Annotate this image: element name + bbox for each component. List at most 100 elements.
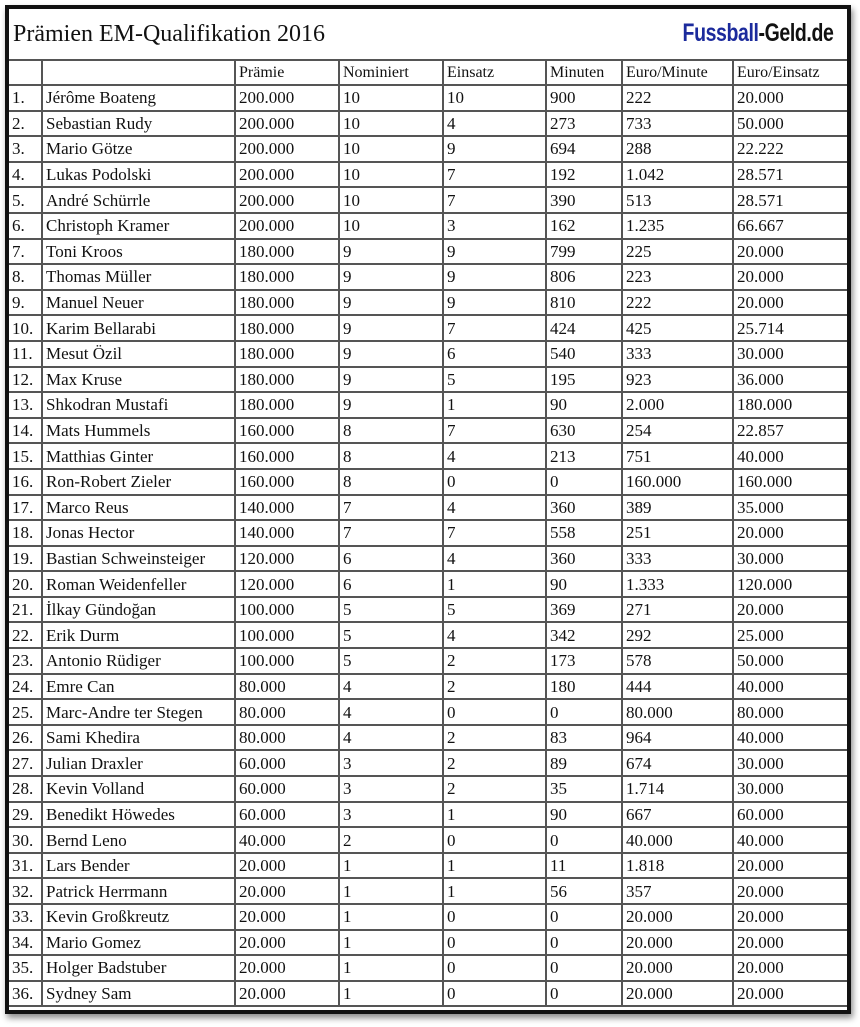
cell-praemie: 180.000 xyxy=(235,315,340,342)
logo-part-2: -Geld.de xyxy=(758,19,833,47)
header-nominiert: Nominiert xyxy=(339,60,444,86)
cell-player-name: Roman Weidenfeller xyxy=(42,571,236,598)
cell-player-name: Lukas Podolski xyxy=(42,161,236,189)
cell-praemie: 180.000 xyxy=(235,366,340,394)
cell-nominiert: 10 xyxy=(339,212,444,240)
cell-minuten: 89 xyxy=(546,750,623,778)
cell-euro-per-minute: 733 xyxy=(622,110,734,138)
cell-rank: 2. xyxy=(9,110,43,138)
cell-rank: 16. xyxy=(9,468,43,496)
table-row: 33. Kevin Großkreutz 20.000 1 0 0 20.000 20.000 xyxy=(9,904,847,931)
table-row: 7. Toni Kroos 180.000 9 9 799 225 20.000 xyxy=(9,238,847,266)
table-row: 5. André Schürrle 200.000 10 7 390 513 28.571 xyxy=(9,187,847,214)
cell-euro-per-einsatz: 40.000 xyxy=(733,724,847,752)
cell-euro-per-minute: 1.333 xyxy=(622,571,734,598)
cell-rank: 10. xyxy=(9,315,43,342)
cell-euro-per-minute: 251 xyxy=(622,520,734,547)
header-euro-per-einsatz: Euro/Einsatz xyxy=(733,60,847,86)
cell-minuten: 0 xyxy=(546,980,623,1008)
cell-euro-per-minute: 1.042 xyxy=(622,161,734,189)
cell-euro-per-minute: 389 xyxy=(622,494,734,522)
fussball-geld-logo: Fussball-Geld.de xyxy=(682,19,833,48)
table-row: 35. Holger Badstuber 20.000 1 0 0 20.000 20.000 xyxy=(9,955,847,982)
table-row: 25. Marc-Andre ter Stegen 80.000 4 0 0 80.000 8… xyxy=(9,699,847,726)
cell-euro-per-minute: 667 xyxy=(622,801,734,829)
cell-player-name: Max Kruse xyxy=(42,366,236,394)
cell-euro-per-minute: 1.235 xyxy=(622,212,734,240)
cell-nominiert: 1 xyxy=(339,929,444,957)
cell-einsatz: 0 xyxy=(443,827,547,854)
cell-einsatz: 4 xyxy=(443,110,547,138)
table-row: 26. Sami Khedira 80.000 4 2 83 964 40.000 xyxy=(9,724,847,752)
table-row: 4. Lukas Podolski 200.000 10 7 192 1.042 28.571 xyxy=(9,161,847,189)
cell-player-name: Manuel Neuer xyxy=(42,289,236,317)
cell-player-name: Jérôme Boateng xyxy=(42,85,236,112)
cell-minuten: 90 xyxy=(546,801,623,829)
table-row: 1. Jérôme Boateng 200.000 10 10 900 222 20.000 xyxy=(9,85,847,112)
cell-rank: 31. xyxy=(9,852,43,880)
cell-euro-per-einsatz: 30.000 xyxy=(733,776,847,803)
cell-rank: 29. xyxy=(9,801,43,829)
cell-nominiert: 1 xyxy=(339,955,444,982)
cell-player-name: Shkodran Mustafi xyxy=(42,392,236,419)
cell-praemie: 140.000 xyxy=(235,494,340,522)
cell-praemie: 60.000 xyxy=(235,801,340,829)
table-row: 23. Antonio Rüdiger 100.000 5 2 173 578 50.000 xyxy=(9,648,847,675)
table-row: 29. Benedikt Höwedes 60.000 3 1 90 667 60.000 xyxy=(9,801,847,829)
cell-euro-per-einsatz: 20.000 xyxy=(733,904,847,931)
cell-rank: 35. xyxy=(9,955,43,982)
cell-einsatz: 0 xyxy=(443,980,547,1008)
cell-minuten: 35 xyxy=(546,776,623,803)
cell-einsatz: 2 xyxy=(443,673,547,701)
cell-minuten: 90 xyxy=(546,571,623,598)
table-row: 21. İlkay Gündoğan 100.000 5 5 369 271 20.000 xyxy=(9,596,847,624)
cell-euro-per-minute: 2.000 xyxy=(622,392,734,419)
cell-nominiert: 9 xyxy=(339,315,444,342)
cell-euro-per-minute: 160.000 xyxy=(622,468,734,496)
cell-praemie: 20.000 xyxy=(235,955,340,982)
cell-euro-per-minute: 751 xyxy=(622,443,734,470)
cell-praemie: 200.000 xyxy=(235,85,340,112)
cell-praemie: 180.000 xyxy=(235,340,340,368)
cell-rank: 23. xyxy=(9,648,43,675)
cell-einsatz: 2 xyxy=(443,724,547,752)
cell-nominiert: 1 xyxy=(339,852,444,880)
cell-minuten: 173 xyxy=(546,648,623,675)
cell-praemie: 20.000 xyxy=(235,980,340,1008)
cell-euro-per-einsatz: 40.000 xyxy=(733,673,847,701)
table-row: 19. Bastian Schweinsteiger 120.000 6 4 360 333… xyxy=(9,545,847,573)
cell-rank: 36. xyxy=(9,980,43,1008)
cell-nominiert: 5 xyxy=(339,648,444,675)
cell-minuten: 694 xyxy=(546,136,623,163)
cell-einsatz: 7 xyxy=(443,161,547,189)
cell-einsatz: 2 xyxy=(443,648,547,675)
cell-player-name: Mario Götze xyxy=(42,136,236,163)
cell-minuten: 799 xyxy=(546,238,623,266)
table-row: 2. Sebastian Rudy 200.000 10 4 273 733 50.000 xyxy=(9,110,847,138)
cell-einsatz: 7 xyxy=(443,315,547,342)
cell-nominiert: 9 xyxy=(339,366,444,394)
cell-minuten: 0 xyxy=(546,904,623,931)
cell-praemie: 20.000 xyxy=(235,852,340,880)
cell-rank: 11. xyxy=(9,340,43,368)
table-row: 12. Max Kruse 180.000 9 5 195 923 36.000 xyxy=(9,366,847,394)
cell-praemie: 200.000 xyxy=(235,136,340,163)
cell-player-name: Toni Kroos xyxy=(42,238,236,266)
cell-euro-per-minute: 80.000 xyxy=(622,699,734,726)
table-row: 13. Shkodran Mustafi 180.000 9 1 90 2.000 180.0… xyxy=(9,392,847,419)
cell-einsatz: 4 xyxy=(443,443,547,470)
cell-euro-per-minute: 964 xyxy=(622,724,734,752)
cell-rank: 1. xyxy=(9,85,43,112)
cell-praemie: 180.000 xyxy=(235,289,340,317)
cell-nominiert: 1 xyxy=(339,904,444,931)
cell-nominiert: 8 xyxy=(339,468,444,496)
logo-part-1: Fussball xyxy=(682,19,759,47)
cell-rank: 4. xyxy=(9,161,43,189)
cell-einsatz: 1 xyxy=(443,801,547,829)
cell-euro-per-einsatz: 25.000 xyxy=(733,622,847,650)
cell-nominiert: 6 xyxy=(339,571,444,598)
cell-praemie: 120.000 xyxy=(235,571,340,598)
cell-player-name: İlkay Gündoğan xyxy=(42,596,236,624)
cell-player-name: Kevin Volland xyxy=(42,776,236,803)
cell-player-name: Ron-Robert Zieler xyxy=(42,468,236,496)
